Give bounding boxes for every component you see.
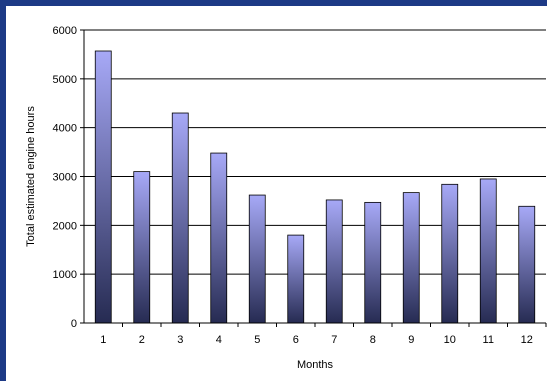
y-tick-label: 6000 bbox=[53, 25, 77, 37]
bars bbox=[94, 50, 536, 324]
y-tick-label: 2000 bbox=[53, 220, 77, 232]
x-tick-label: 10 bbox=[444, 334, 456, 346]
bar-month-1 bbox=[94, 50, 112, 324]
y-axis-title: Total estimated engine hours bbox=[25, 106, 37, 247]
bar-month-10 bbox=[441, 183, 459, 324]
x-tick-label: 2 bbox=[139, 334, 145, 346]
y-tick-label: 4000 bbox=[53, 123, 77, 135]
y-tick-label: 1000 bbox=[53, 269, 77, 281]
x-tick-label: 5 bbox=[254, 334, 260, 346]
bar-month-5 bbox=[248, 194, 266, 324]
x-tick-label: 9 bbox=[408, 334, 414, 346]
gridlines bbox=[84, 29, 546, 275]
x-tick-label: 7 bbox=[331, 334, 337, 346]
bar-month-8 bbox=[364, 201, 382, 324]
bar-month-4 bbox=[210, 152, 228, 324]
bar-month-2 bbox=[133, 171, 151, 324]
y-tick-label: 3000 bbox=[53, 172, 77, 184]
bar-month-11 bbox=[479, 178, 497, 324]
bar-month-6 bbox=[287, 234, 305, 324]
bar-month-12 bbox=[518, 205, 536, 324]
bar-month-9 bbox=[402, 192, 420, 324]
bar-month-7 bbox=[325, 199, 343, 324]
x-tick-label: 4 bbox=[216, 334, 222, 346]
y-tick-label: 0 bbox=[71, 318, 77, 330]
x-tick-label: 8 bbox=[370, 334, 376, 346]
axes bbox=[80, 29, 547, 327]
x-tick-label: 3 bbox=[177, 334, 183, 346]
y-tick-label: 5000 bbox=[53, 74, 77, 86]
x-tick-label: 6 bbox=[293, 334, 299, 346]
x-tick-label: 11 bbox=[483, 334, 494, 346]
bar-month-3 bbox=[171, 112, 189, 324]
x-tick-label: 12 bbox=[521, 334, 533, 346]
x-axis-title: Months bbox=[297, 359, 334, 371]
x-tick-label: 1 bbox=[100, 334, 106, 346]
